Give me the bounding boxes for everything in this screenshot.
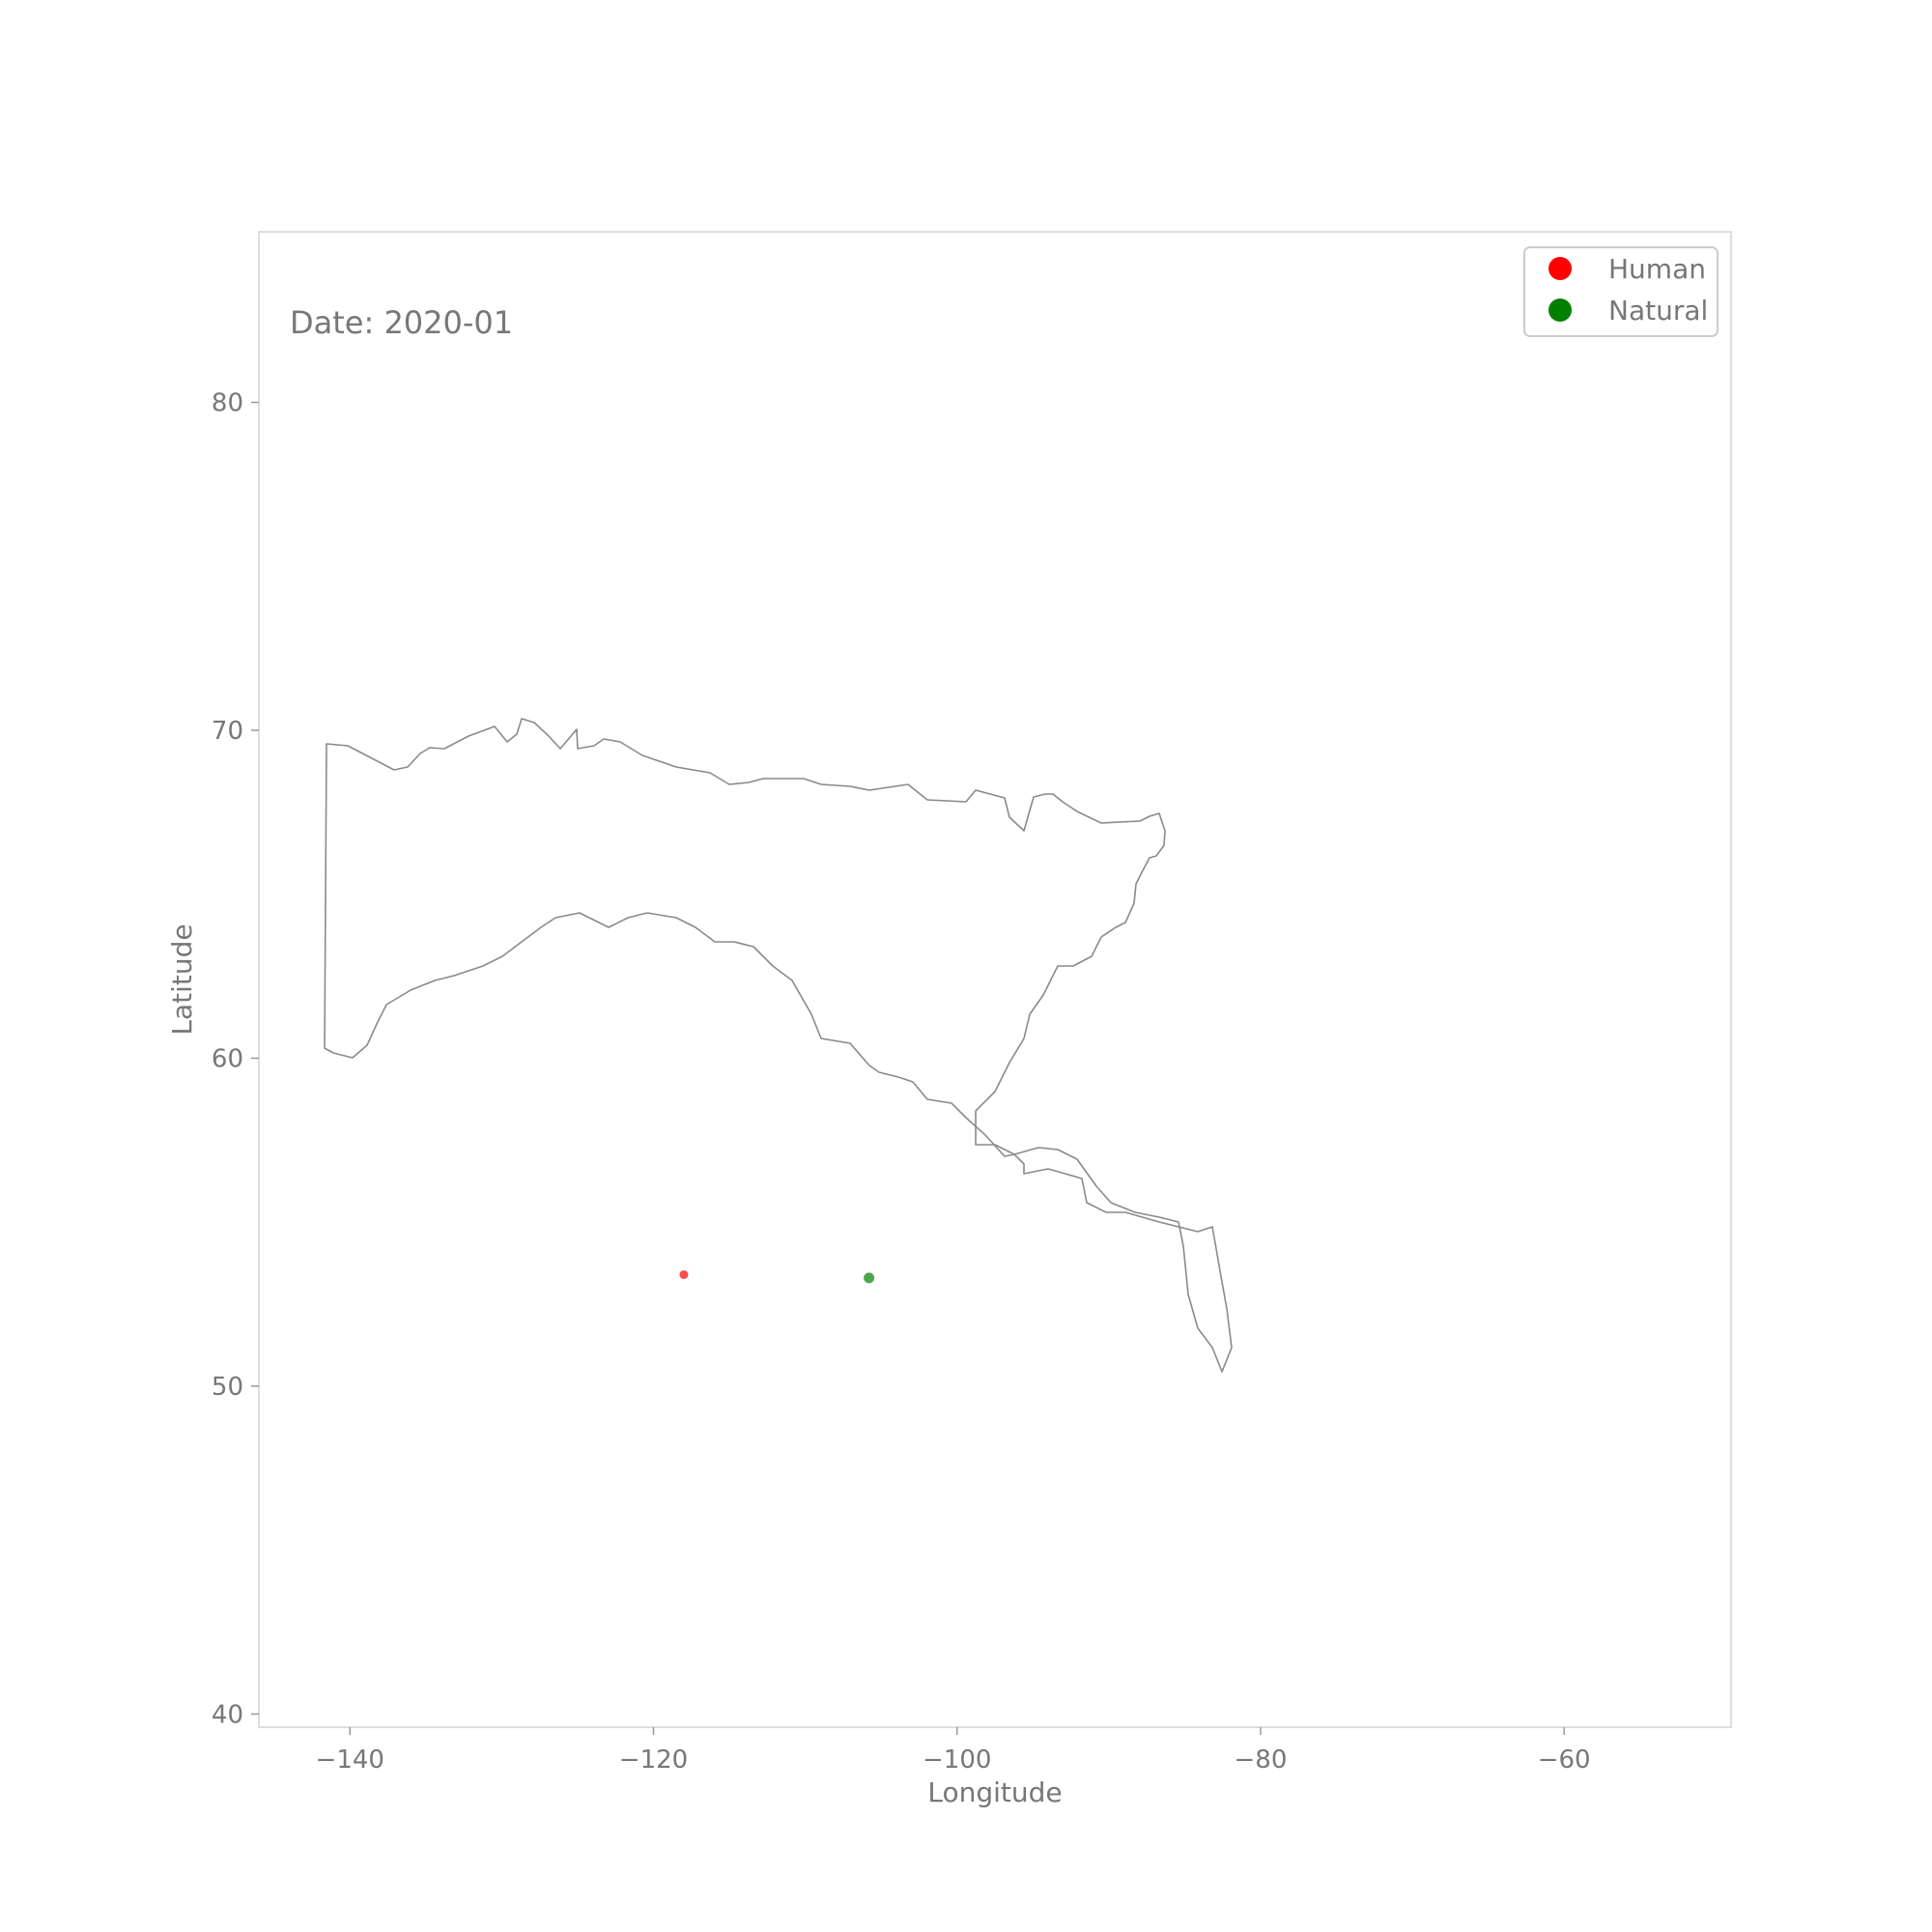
- legend-box: [1523, 246, 1719, 337]
- x-axis-label: Longitude: [927, 1776, 1062, 1808]
- x-tick-label: −140: [316, 1746, 384, 1775]
- mainland-outline: [324, 718, 1233, 1373]
- plot-frame: [258, 231, 1732, 1728]
- x-tick-label: −100: [923, 1746, 991, 1775]
- legend-natural-marker: [1548, 298, 1572, 322]
- legend: Human Natural: [1523, 246, 1719, 337]
- y-axis-label: Latitude: [166, 923, 198, 1035]
- x-tick-label: −120: [619, 1746, 688, 1775]
- y-tick-label: 50: [212, 1373, 243, 1402]
- y-tick-label: 60: [212, 1044, 243, 1073]
- legend-natural-label: Natural: [1608, 295, 1708, 327]
- canada-outline: [324, 718, 1233, 1373]
- axes-ticks: −140 −120 −100 −80 −60 40 50 60 70 80: [212, 389, 1591, 1775]
- y-tick-label: 80: [212, 389, 243, 418]
- legend-human-label: Human: [1608, 253, 1706, 285]
- data-markers: [679, 1270, 875, 1284]
- y-tick-label: 40: [212, 1700, 243, 1729]
- marker-natural[interactable]: [864, 1272, 875, 1284]
- legend-human-marker: [1548, 257, 1572, 280]
- date-annotation: Date: 2020-01: [290, 304, 513, 341]
- x-tick-label: −80: [1235, 1746, 1288, 1775]
- y-tick-label: 70: [212, 717, 243, 746]
- marker-human[interactable]: [679, 1270, 689, 1280]
- x-tick-label: −60: [1538, 1746, 1591, 1775]
